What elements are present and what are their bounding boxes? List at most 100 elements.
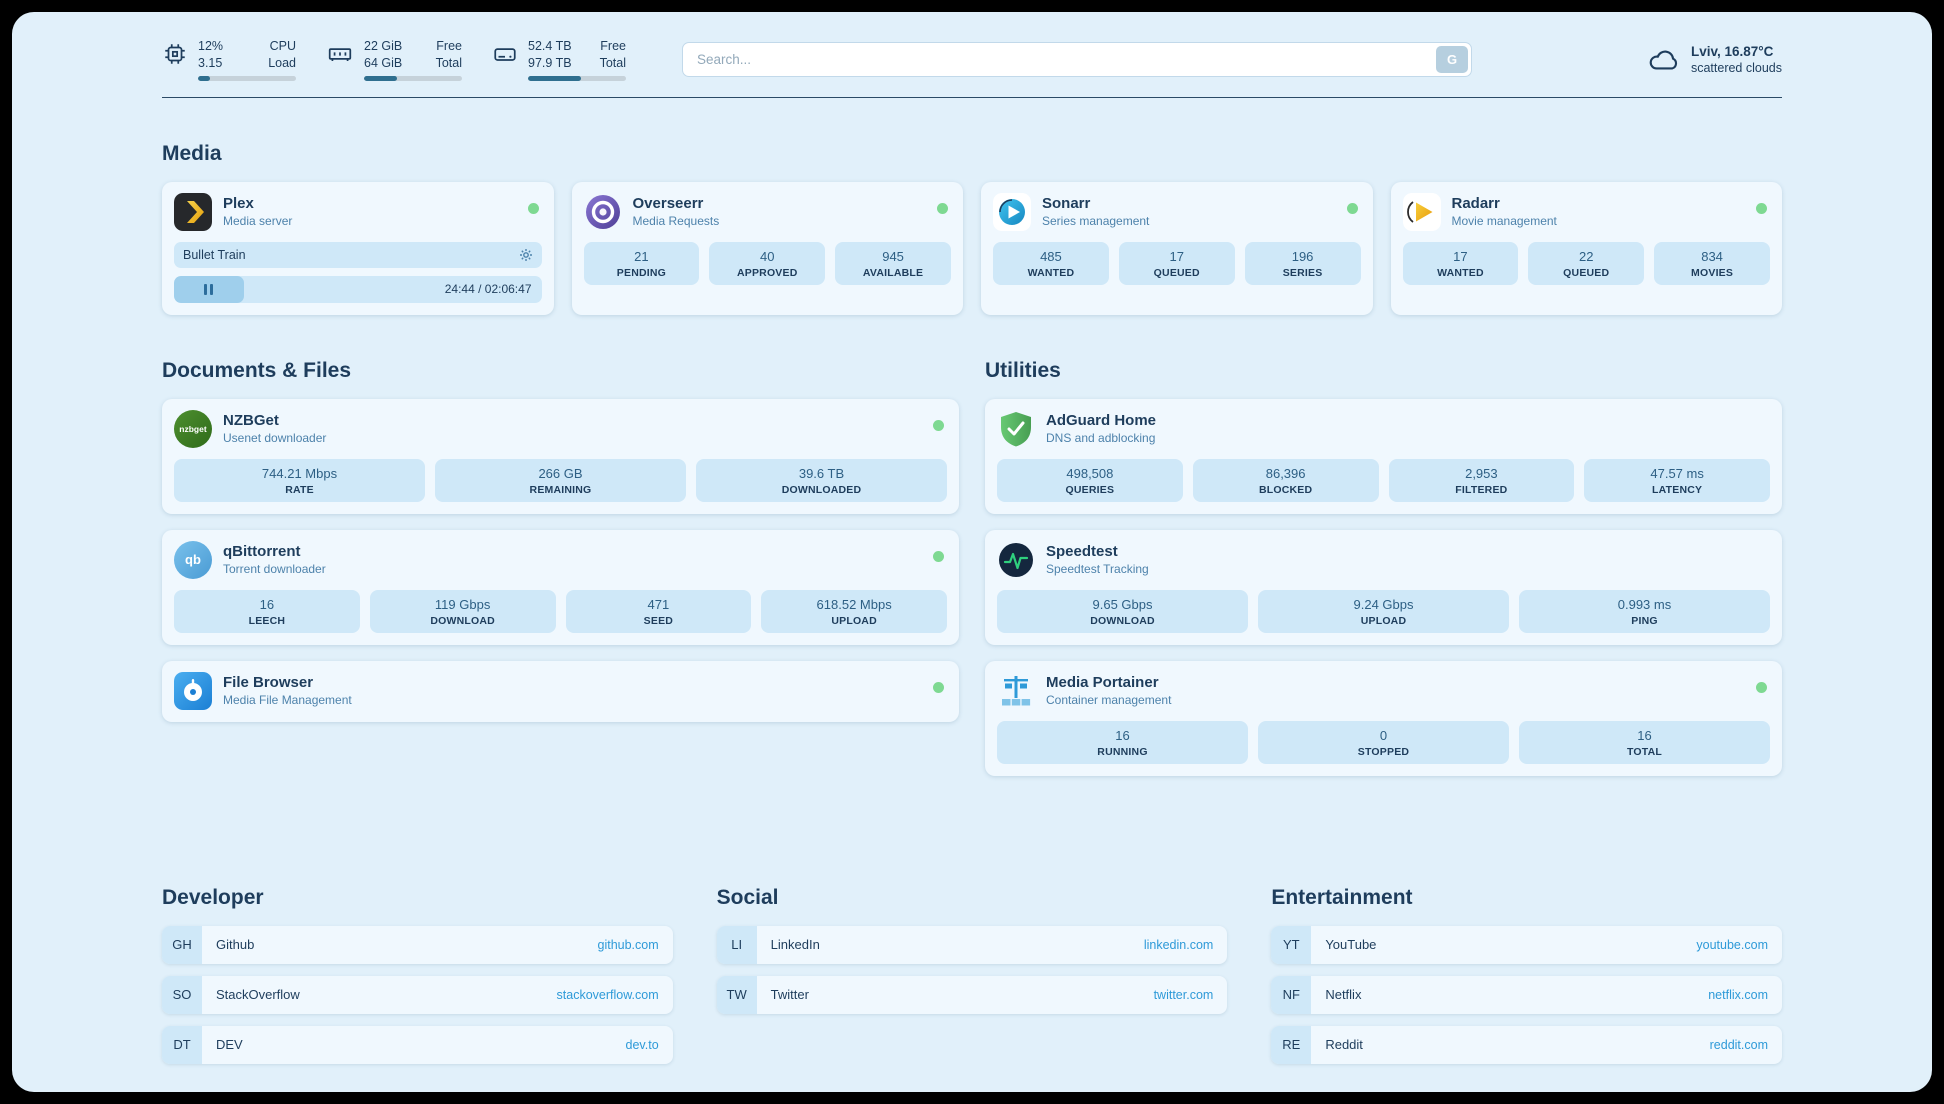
utilities-column: Utilities AdGuard Home DNS and adblockin…	[985, 315, 1782, 792]
stat-label: PING	[1631, 614, 1658, 627]
stat-tile: 471 SEED	[565, 589, 752, 633]
search-input[interactable]	[682, 41, 1472, 77]
stat-label: SEED	[643, 614, 674, 627]
reddit-badge: RE	[1271, 1025, 1312, 1064]
stat-tile: 16 LEECH	[174, 589, 360, 633]
link-row-netflix[interactable]: NF Netflix netflix.com	[1271, 975, 1782, 1014]
memory-icon	[328, 48, 352, 62]
stat-tile: 21 PENDING	[583, 241, 700, 285]
cpu-label: CPU	[269, 39, 296, 53]
stat-value: 0.993 ms	[1617, 596, 1672, 612]
dev-badge: DT	[162, 1025, 202, 1064]
system-stat-memory: 22 GiB 64 GiB Free Total	[326, 38, 462, 81]
status-dot	[933, 550, 944, 562]
stat-label: MOVIES	[1691, 266, 1734, 279]
stat-label: AVAILABLE	[862, 266, 924, 279]
stat-tile: 16 RUNNING	[997, 720, 1248, 764]
link-row-twitter[interactable]: TW Twitter twitter.com	[716, 975, 1228, 1014]
cloud-icon	[1649, 50, 1678, 70]
link-row-github[interactable]: GH Github github.com	[162, 925, 673, 964]
playback-time: 24:44 / 02:06:47	[444, 282, 532, 297]
stat-value: 471	[647, 596, 670, 612]
adguard-icon	[997, 410, 1035, 448]
service-name: qBittorrent	[223, 543, 301, 561]
service-name: File Browser	[223, 674, 314, 692]
service-subtitle: Media Requests	[632, 214, 720, 229]
plex-icon	[174, 192, 212, 231]
service-card-sonarr[interactable]: Sonarr Series management 485 WANTED 17 Q…	[981, 181, 1373, 315]
stat-value: 16	[1115, 727, 1130, 743]
status-dot	[933, 681, 944, 693]
link-row-linkedin[interactable]: LI LinkedIn linkedin.com	[716, 925, 1228, 964]
stat-label: BLOCKED	[1258, 483, 1313, 496]
service-card-radarr[interactable]: Radarr Movie management 17 WANTED 22 QUE…	[1390, 181, 1782, 315]
link-name: StackOverflow	[216, 987, 300, 1003]
link-row-reddit[interactable]: RE Reddit reddit.com	[1271, 1025, 1782, 1064]
service-card-portainer[interactable]: Media Portainer Container management 16 …	[985, 660, 1782, 776]
filebrowser-icon	[174, 671, 212, 710]
section-title-media: Media	[162, 141, 222, 165]
link-url: youtube.com	[1696, 937, 1768, 952]
stat-tile: 0.993 ms PING	[1519, 589, 1770, 633]
stat-tile: 17 QUEUED	[1118, 241, 1235, 285]
disk-progress-bar	[528, 75, 626, 81]
stat-label: DOWNLOAD	[1090, 614, 1155, 627]
stat-value: 618.52 Mbps	[816, 596, 892, 612]
service-card-plex[interactable]: Plex Media server Bullet Train 24:4	[162, 181, 554, 315]
service-card-filebrowser[interactable]: File Browser Media File Management	[162, 660, 959, 722]
now-playing-row: Bullet Train	[174, 241, 542, 268]
stat-label: QUERIES	[1065, 483, 1115, 496]
service-card-adguard[interactable]: AdGuard Home DNS and adblocking 498,508 …	[985, 398, 1782, 514]
overseerr-icon	[584, 193, 622, 231]
service-card-overseerr[interactable]: Overseerr Media Requests 21 PENDING 40 A…	[571, 181, 963, 315]
stat-value: 196	[1291, 248, 1314, 264]
stat-tile: 618.52 Mbps UPLOAD	[761, 589, 947, 633]
link-row-dev[interactable]: DT DEV dev.to	[162, 1025, 673, 1064]
service-card-speedtest[interactable]: Speedtest Speedtest Tracking 9.65 Gbps D…	[985, 529, 1782, 645]
link-row-stackoverflow[interactable]: SO StackOverflow stackoverflow.com	[162, 975, 673, 1014]
cpu-load-value: 3.15	[198, 55, 223, 70]
google-search-button[interactable]: G	[1436, 45, 1468, 73]
stat-value: 22	[1579, 248, 1594, 264]
stat-value: 17	[1169, 248, 1184, 264]
gear-icon[interactable]	[519, 248, 533, 262]
stat-tile: 17 WANTED	[1402, 241, 1519, 285]
system-stat-cpu: 12% 3.15 CPU Load	[162, 38, 296, 81]
youtube-badge: YT	[1271, 925, 1312, 964]
service-subtitle: DNS and adblocking	[1046, 431, 1156, 446]
service-subtitle: Media server	[223, 214, 293, 229]
stat-label: TOTAL	[1626, 745, 1663, 758]
sonarr-icon	[993, 192, 1031, 231]
ram-free-label: Free	[436, 39, 462, 53]
stat-value: 86,396	[1265, 465, 1306, 481]
stat-label: REMAINING	[529, 483, 592, 496]
link-name: Twitter	[770, 987, 809, 1003]
top-bar: 12% 3.15 CPU Load 22 GiB	[162, 38, 1782, 81]
stat-tile: 498,508 QUERIES	[997, 458, 1183, 502]
pause-button[interactable]	[174, 275, 244, 303]
netflix-badge: NF	[1271, 975, 1312, 1014]
stat-tile: 119 Gbps DOWNLOAD	[369, 589, 556, 633]
stat-label: WANTED	[1437, 266, 1484, 279]
stat-value: 0	[1379, 727, 1388, 743]
stat-tile: 40 APPROVED	[709, 241, 826, 285]
service-subtitle: Movie management	[1451, 214, 1557, 229]
stat-value: 16	[259, 596, 275, 612]
entertainment-column: Entertainment YT YouTube youtube.com NF …	[1271, 842, 1782, 1076]
service-card-nzbget[interactable]: nzbget NZBGet Usenet downloader 744.21 M…	[162, 398, 959, 514]
link-url: reddit.com	[1709, 1037, 1768, 1052]
stat-label: RUNNING	[1097, 745, 1148, 758]
stat-label: QUEUED	[1563, 266, 1610, 279]
status-dot	[933, 419, 944, 431]
stat-value: 47.57 ms	[1650, 465, 1704, 481]
link-name: DEV	[216, 1037, 243, 1053]
playback-progress-bar: 24:44 / 02:06:47	[174, 275, 542, 303]
link-url: dev.to	[625, 1037, 659, 1052]
stat-label: LEECH	[248, 614, 286, 627]
status-dot	[1756, 202, 1767, 214]
service-card-qbittorrent[interactable]: qb qBittorrent Torrent downloader 16 LEE…	[162, 529, 959, 645]
link-row-youtube[interactable]: YT YouTube youtube.com	[1271, 925, 1782, 964]
service-name: Speedtest	[1046, 543, 1118, 561]
stat-value: 40	[760, 248, 775, 264]
stat-label: DOWNLOAD	[430, 614, 495, 627]
